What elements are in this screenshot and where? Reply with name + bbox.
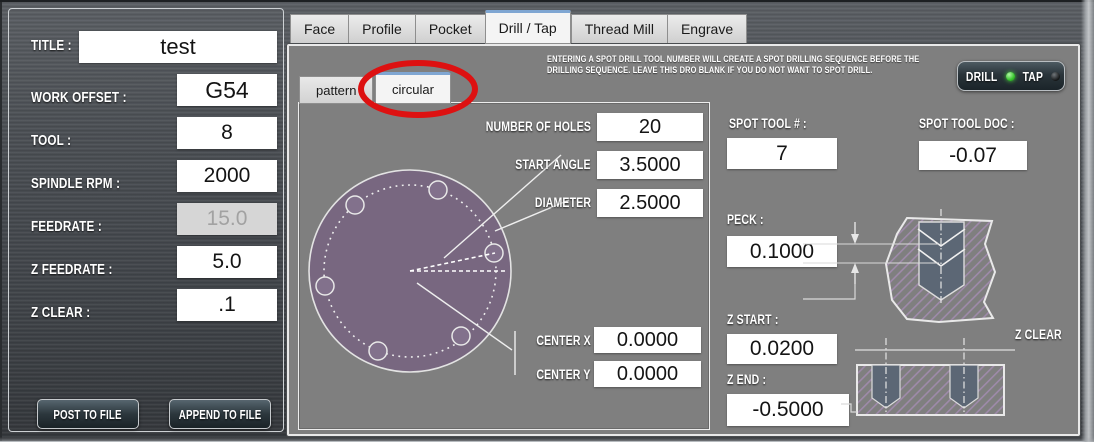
title-input[interactable]: test bbox=[79, 31, 277, 63]
drill-led-icon bbox=[1006, 71, 1016, 81]
peck-diagram bbox=[803, 209, 997, 324]
tab-pocket[interactable]: Pocket bbox=[414, 14, 485, 44]
bolt-circle-diagram bbox=[308, 154, 570, 375]
subtab-pattern[interactable]: pattern bbox=[299, 76, 374, 104]
spindle-rpm-input[interactable]: 2000 bbox=[177, 160, 277, 192]
window-frame-right bbox=[1081, 0, 1094, 442]
drill-toggle-label: DRILL bbox=[965, 68, 998, 84]
tool-input[interactable]: 8 bbox=[177, 117, 277, 149]
post-to-file-button[interactable]: POST TO FILE bbox=[37, 399, 139, 429]
feedrate-input: 15.0 bbox=[177, 203, 277, 235]
work-offset-label: WORK OFFSET : bbox=[31, 89, 127, 106]
z-start-label: Z START : bbox=[727, 312, 779, 327]
spot-tool-doc-input[interactable]: -0.07 bbox=[919, 141, 1027, 170]
spot-tool-label: SPOT TOOL # : bbox=[729, 116, 807, 131]
circular-pattern-panel: NUMBER OF HOLES 20 START ANGLE 3.5000 DI… bbox=[298, 102, 710, 430]
subtab-circular[interactable]: circular bbox=[375, 72, 451, 104]
z-end-label: Z END : bbox=[727, 372, 767, 387]
number-of-holes-label: NUMBER OF HOLES bbox=[485, 119, 591, 134]
tap-toggle-label: TAP bbox=[1022, 68, 1044, 84]
spot-tool-doc-label: SPOT TOOL DOC : bbox=[919, 116, 1015, 131]
start-angle-label: START ANGLE bbox=[515, 157, 591, 172]
center-x-input[interactable]: 0.0000 bbox=[594, 327, 701, 353]
tab-face[interactable]: Face bbox=[290, 14, 349, 44]
center-y-input[interactable]: 0.0000 bbox=[594, 361, 701, 387]
title-label: TITLE : bbox=[31, 37, 72, 54]
spot-tool-input[interactable]: 7 bbox=[727, 138, 837, 169]
tab-profile[interactable]: Profile bbox=[348, 14, 415, 44]
append-to-file-button[interactable]: APPEND TO FILE bbox=[169, 399, 271, 429]
peck-input[interactable]: 0.1000 bbox=[727, 236, 837, 267]
diameter-label: DIAMETER bbox=[534, 195, 591, 210]
drill-tap-toggle[interactable]: DRILL TAP bbox=[957, 61, 1065, 91]
center-x-label: CENTER X bbox=[536, 333, 591, 348]
spindle-rpm-label: SPINDLE RPM : bbox=[31, 175, 121, 192]
tab-drill-tap[interactable]: Drill / Tap bbox=[484, 10, 571, 44]
start-angle-input[interactable]: 3.5000 bbox=[597, 151, 703, 179]
z-clear-diagram-label: Z CLEAR bbox=[1015, 327, 1062, 342]
spot-drill-notice: ENTERING A SPOT DRILL TOOL NUMBER WILL C… bbox=[547, 54, 920, 76]
work-offset-input[interactable]: G54 bbox=[177, 74, 277, 106]
tap-led-icon bbox=[1050, 71, 1060, 81]
window-frame-bottom bbox=[0, 437, 1094, 442]
operation-tab-bar: Face Profile Pocket Drill / Tap Thread M… bbox=[290, 10, 748, 44]
feedrate-label: FEEDRATE : bbox=[31, 218, 102, 235]
tool-label: TOOL : bbox=[31, 132, 72, 149]
center-y-label: CENTER Y bbox=[536, 367, 591, 382]
z-clear-input[interactable]: .1 bbox=[177, 289, 277, 321]
z-feedrate-label: Z FEEDRATE : bbox=[31, 261, 113, 278]
z-start-input[interactable]: 0.0200 bbox=[727, 334, 837, 364]
tab-engrave[interactable]: Engrave bbox=[666, 14, 748, 44]
z-clear-label: Z CLEAR : bbox=[31, 304, 91, 321]
tab-thread-mill[interactable]: Thread Mill bbox=[570, 14, 667, 44]
number-of-holes-input[interactable]: 20 bbox=[597, 113, 703, 141]
job-settings-panel: TITLE : WORK OFFSET : TOOL : SPINDLE RPM… bbox=[8, 8, 284, 432]
peck-label: PECK : bbox=[727, 212, 764, 227]
z-depth-diagram bbox=[841, 338, 1015, 416]
z-feedrate-input[interactable]: 5.0 bbox=[177, 246, 277, 278]
z-end-input[interactable]: -0.5000 bbox=[727, 394, 849, 426]
diameter-input[interactable]: 2.5000 bbox=[597, 189, 703, 217]
drill-tap-page: ENTERING A SPOT DRILL TOOL NUMBER WILL C… bbox=[287, 44, 1080, 436]
